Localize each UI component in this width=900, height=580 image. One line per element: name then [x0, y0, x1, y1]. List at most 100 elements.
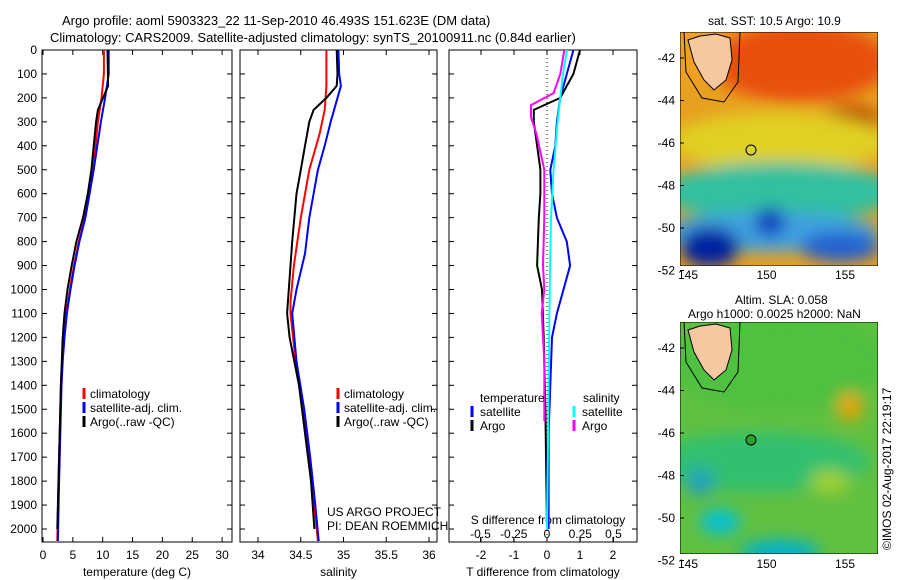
argo-position-marker [745, 144, 757, 156]
legend-label: Argo(..raw -QC) [90, 415, 175, 429]
y-tick-label: 700 [17, 211, 37, 225]
y-tick-label: 300 [17, 115, 37, 129]
y-tick-label: 1800 [10, 474, 37, 488]
series-line-s-satellite [546, 49, 568, 530]
argo-position-marker [745, 434, 757, 446]
x-tick-label: 20 [156, 548, 170, 562]
imos-credit: ©IMOS 02-Aug-2017 22:19:17 [880, 387, 894, 550]
x-tick-label: 2 [610, 548, 617, 562]
x2-tick-label: -0.25 [500, 527, 528, 541]
legend-label: climatology [344, 387, 404, 401]
lon-tick-label: 155 [835, 557, 855, 571]
y-tick-label: 800 [17, 235, 37, 249]
x2-tick-label: 0.5 [605, 527, 622, 541]
sst-map [680, 32, 878, 266]
legend-label: Argo(..raw -QC) [344, 415, 429, 429]
y-tick-label: 1700 [10, 450, 37, 464]
lat-tick-label: -50 [658, 221, 676, 235]
y-tick-label: 100 [17, 67, 37, 81]
lat-tick-label: -48 [658, 469, 676, 483]
plot-frame-difference [448, 49, 638, 543]
y-tick-label: 900 [17, 259, 37, 273]
x-tick-label: 36 [422, 548, 436, 562]
y-tick-label: 1500 [10, 402, 37, 416]
lat-tick-label: -44 [658, 384, 676, 398]
map-field-patch [700, 510, 740, 534]
sla-map [680, 322, 878, 554]
x-tick-label: 35.5 [375, 548, 399, 562]
annotation-project: US ARGO PROJECT [327, 505, 442, 519]
y-tick-label: 1400 [10, 378, 37, 392]
legend-label: satellite [582, 405, 623, 419]
map-field-patch [686, 468, 714, 496]
y-tick-label: 0 [30, 43, 37, 57]
sla-map-title-1: Altim. SLA: 0.058 [735, 293, 828, 307]
tasmania-land [687, 323, 733, 381]
x-tick-label: 34.5 [289, 548, 313, 562]
x-axis-label: salinity [320, 565, 357, 579]
lat-tick-label: -50 [658, 511, 676, 525]
y-tick-label: 500 [17, 163, 37, 177]
x-tick-label: 0 [544, 548, 551, 562]
legend-title-salinity: salinity [583, 391, 620, 405]
series-line-satellite-adj-clim- [291, 49, 342, 542]
lon-tick-label: 150 [756, 268, 776, 282]
legend-label: satellite-adj. clim. [90, 401, 182, 415]
lon-tick-label: 155 [835, 268, 855, 282]
sst-map-title: sat. SST: 10.5 Argo: 10.9 [708, 14, 841, 28]
x2-tick-label: 0 [544, 527, 551, 541]
map-field-patch [810, 470, 850, 494]
annotation-pi: PI: DEAN ROEMMICH [327, 519, 448, 533]
x-tick-label: 5 [70, 548, 77, 562]
legend-label: climatology [90, 387, 150, 401]
lat-tick-label: -46 [658, 426, 676, 440]
x-tick-label: 25 [186, 548, 200, 562]
lon-tick-label: 150 [756, 557, 776, 571]
x-tick-label: -2 [476, 548, 487, 562]
y-tick-label: 1300 [10, 354, 37, 368]
x-axis-label: temperature (deg C) [83, 565, 191, 579]
legend-label: satellite [480, 405, 521, 419]
x-tick-label: 10 [96, 548, 110, 562]
x-axis-label: T difference from climatology [466, 565, 620, 579]
y-tick-label: 1100 [11, 306, 37, 320]
y-tick-label: 1200 [10, 330, 37, 344]
lat-tick-label: -48 [658, 179, 676, 193]
map-field-patch [680, 227, 740, 266]
x-tick-label: 34 [251, 548, 265, 562]
y-tick-label: 1900 [10, 498, 37, 512]
title-line-1: Argo profile: aoml 5903323_22 11-Sep-201… [62, 13, 491, 28]
x-tick-label: 1 [577, 548, 584, 562]
legend-label: Argo [480, 419, 506, 433]
y-tick-label: 1000 [10, 283, 37, 297]
x-tick-label: 15 [126, 548, 140, 562]
shelf-contour [683, 32, 741, 103]
x2-tick-label: 0.25 [569, 527, 593, 541]
x-tick-label: 35 [337, 548, 351, 562]
y-tick-label: 2000 [10, 522, 37, 536]
y-tick-label: 200 [17, 91, 37, 105]
map-field-patch [710, 32, 878, 102]
map-field-patch [838, 393, 862, 421]
x-tick-label: 30 [215, 548, 229, 562]
lat-tick-label: -46 [658, 136, 676, 150]
lat-tick-label: -42 [658, 341, 676, 355]
shelf-contour [683, 322, 741, 393]
legend-label: Argo [582, 419, 608, 433]
map-field-patch [680, 112, 878, 172]
lon-tick-label: 145 [678, 557, 698, 571]
legend-title-temperature: temperature [480, 391, 545, 405]
sla-map-title-2: Argo h1000: 0.0025 h2000: NaN [688, 307, 861, 321]
lat-tick-label: -52 [658, 264, 676, 278]
lat-tick-label: -42 [658, 51, 676, 65]
lon-tick-label: 145 [678, 268, 698, 282]
series-line-argo [56, 49, 110, 530]
lat-tick-label: -52 [658, 554, 676, 568]
map-field-patch [680, 162, 878, 222]
legend-label: satellite-adj. clim. [344, 401, 436, 415]
series-line-satellite-adj-clim- [56, 50, 110, 542]
x-tick-label: 0 [40, 548, 47, 562]
series-line-argo [286, 49, 339, 530]
